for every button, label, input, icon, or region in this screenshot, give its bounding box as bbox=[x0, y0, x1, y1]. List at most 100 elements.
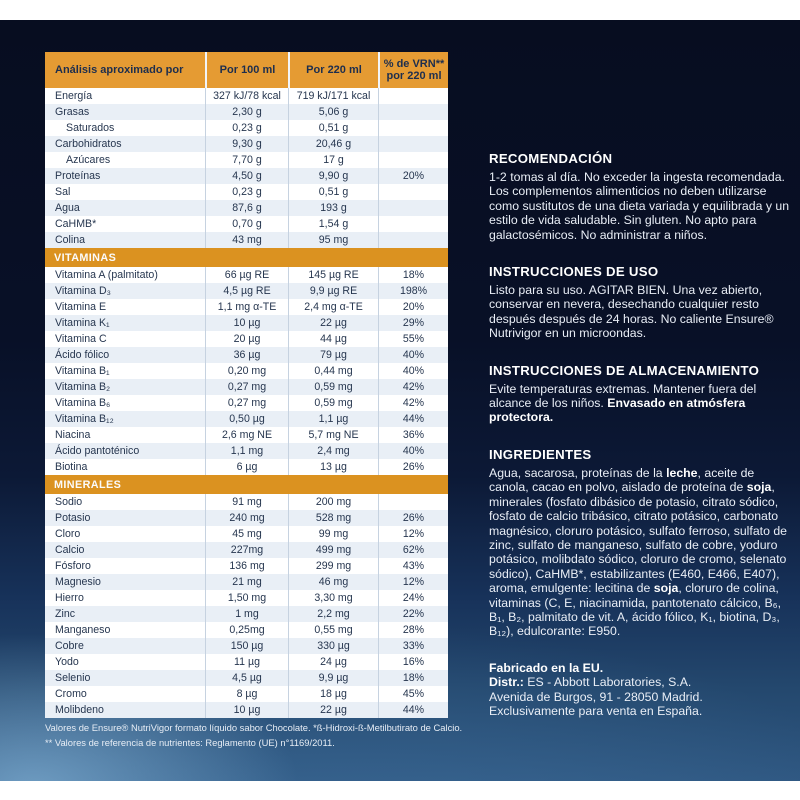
value-per-100ml: 8 µg bbox=[205, 686, 288, 702]
bottom-white-strip bbox=[0, 781, 800, 800]
section-body: Agua, sacarosa, proteínas de la leche, a… bbox=[489, 465, 788, 639]
nutrient-label: Cromo bbox=[55, 688, 87, 700]
nutrient-label: Energía bbox=[55, 90, 93, 102]
section-heading: INSTRUCCIONES DE ALMACENAMIENTO bbox=[489, 362, 760, 378]
value-per-100ml: 6 µg bbox=[205, 459, 288, 475]
value-per-100ml: 66 µg RE bbox=[205, 267, 288, 283]
nutrient-label: Vitamina B₆ bbox=[55, 397, 111, 409]
section-band: MINERALES bbox=[45, 475, 448, 494]
value-per-100ml: 2,6 mg NE bbox=[205, 427, 288, 443]
nutrient-label: Vitamina B₁ bbox=[55, 365, 110, 377]
value-vrn-percent: 20% bbox=[378, 168, 448, 184]
vrn-header-line1: % de VRN** bbox=[383, 57, 445, 70]
nutrient-label: Zinc bbox=[55, 608, 76, 620]
value-per-220ml: 0,51 g bbox=[288, 120, 378, 136]
value-per-100ml: 91 mg bbox=[205, 494, 288, 510]
value-per-100ml: 327 kJ/78 kcal bbox=[205, 88, 288, 104]
value-per-100ml: 20 µg bbox=[205, 331, 288, 347]
info-section: INSTRUCCIONES DE USO Listo para su uso. A… bbox=[489, 264, 791, 341]
value-vrn-percent bbox=[378, 494, 448, 510]
nutrient-label: Proteínas bbox=[55, 170, 101, 182]
value-vrn-percent: 22% bbox=[378, 606, 448, 622]
value-per-220ml: 13 µg bbox=[288, 459, 378, 475]
table-row: Niacina 2,6 mg NE 5,7 mg NE 36% bbox=[45, 427, 448, 443]
nutrient-label: CaHMB* bbox=[55, 218, 97, 230]
value-per-100ml: 36 µg bbox=[205, 347, 288, 363]
value-per-220ml: 0,59 mg bbox=[288, 395, 378, 411]
table-header-vrn: % de VRN** por 220 ml bbox=[378, 52, 448, 88]
value-per-220ml: 2,4 mg bbox=[288, 443, 378, 459]
value-per-100ml: 7,70 g bbox=[205, 152, 288, 168]
value-per-220ml: 200 mg bbox=[288, 494, 378, 510]
value-vrn-percent: 198% bbox=[378, 283, 448, 299]
value-vrn-percent bbox=[378, 104, 448, 120]
table-row: Sal 0,23 g 0,51 g bbox=[45, 184, 448, 200]
table-row: Zinc 1 mg 2,2 mg 22% bbox=[45, 606, 448, 622]
top-white-strip bbox=[0, 0, 800, 20]
nutrient-label: Vitamina B₁₂ bbox=[55, 413, 114, 425]
value-per-220ml: 18 µg bbox=[288, 686, 378, 702]
value-per-100ml: 0,27 mg bbox=[205, 395, 288, 411]
label-panel: Análisis aproximado por Por 100 ml Por 2… bbox=[0, 20, 800, 781]
value-vrn-percent: 16% bbox=[378, 654, 448, 670]
value-vrn-percent: 45% bbox=[378, 686, 448, 702]
table-row: Proteínas 4,50 g 9,90 g 20% bbox=[45, 168, 448, 184]
value-per-220ml: 499 mg bbox=[288, 542, 378, 558]
section-band: VITAMINAS bbox=[45, 248, 448, 267]
section-body: Listo para su uso. AGITAR BIEN. Una vez … bbox=[489, 283, 774, 341]
value-per-220ml: 9,9 µg RE bbox=[288, 283, 378, 299]
value-per-100ml: 136 mg bbox=[205, 558, 288, 574]
table-row: Grasas 2,30 g 5,06 g bbox=[45, 104, 448, 120]
nutrient-label: Yodo bbox=[55, 656, 79, 668]
section-body: Evite temperaturas extremas. Mantener fu… bbox=[489, 381, 757, 425]
value-per-100ml: 0,70 g bbox=[205, 216, 288, 232]
table-row: Azúcares 7,70 g 17 g bbox=[45, 152, 448, 168]
table-row: Ácido pantoténico 1,1 mg 2,4 mg 40% bbox=[45, 443, 448, 459]
nutrient-label: Cloro bbox=[55, 528, 81, 540]
table-row: Yodo 11 µg 24 µg 16% bbox=[45, 654, 448, 670]
table-row: Vitamina A (palmitato) 66 µg RE 145 µg RE 1… bbox=[45, 267, 448, 283]
nutrient-label: Potasio bbox=[55, 512, 91, 524]
value-per-220ml: 9,9 µg bbox=[288, 670, 378, 686]
nutrient-label: Hierro bbox=[55, 592, 84, 604]
value-per-100ml: 2,30 g bbox=[205, 104, 288, 120]
value-per-220ml: 1,1 µg bbox=[288, 411, 378, 427]
table-row: Cobre 150 µg 330 µg 33% bbox=[45, 638, 448, 654]
nutrient-label: Colina bbox=[55, 234, 86, 246]
table-row: Molibdeno 10 µg 22 µg 44% bbox=[45, 702, 448, 718]
value-vrn-percent: 18% bbox=[378, 267, 448, 283]
table-row: Sodio 91 mg 200 mg bbox=[45, 494, 448, 510]
value-vrn-percent: 40% bbox=[378, 363, 448, 379]
value-per-220ml: 3,30 mg bbox=[288, 590, 378, 606]
value-vrn-percent: 62% bbox=[378, 542, 448, 558]
value-per-220ml: 44 µg bbox=[288, 331, 378, 347]
value-per-220ml: 2,2 mg bbox=[288, 606, 378, 622]
nutrient-label: Molibdeno bbox=[55, 704, 104, 716]
value-per-100ml: 240 mg bbox=[205, 510, 288, 526]
value-vrn-percent: 36% bbox=[378, 427, 448, 443]
table-header-per-220ml: Por 220 ml bbox=[288, 52, 378, 88]
nutrient-label: Niacina bbox=[55, 429, 91, 441]
value-per-100ml: 10 µg bbox=[205, 315, 288, 331]
nutrient-label: Agua bbox=[55, 202, 80, 214]
footnotes: Valores de Ensure® NutriVigor formato lí… bbox=[45, 720, 475, 750]
value-per-100ml: 227mg bbox=[205, 542, 288, 558]
value-per-220ml: 719 kJ/171 kcal bbox=[288, 88, 378, 104]
table-row: Calcio 227mg 499 mg 62% bbox=[45, 542, 448, 558]
value-per-100ml: 1,50 mg bbox=[205, 590, 288, 606]
table-row: Potasio 240 mg 528 mg 26% bbox=[45, 510, 448, 526]
value-per-220ml: 145 µg RE bbox=[288, 267, 378, 283]
value-per-220ml: 46 mg bbox=[288, 574, 378, 590]
table-row: Ácido fólico 36 µg 79 µg 40% bbox=[45, 347, 448, 363]
nutrient-label: Sodio bbox=[55, 496, 83, 508]
value-vrn-percent: 40% bbox=[378, 347, 448, 363]
value-per-220ml: 22 µg bbox=[288, 315, 378, 331]
info-section: RECOMENDACIÓN 1-2 tomas al día. No excede… bbox=[489, 151, 791, 242]
nutrient-label: Saturados bbox=[66, 122, 115, 134]
value-vrn-percent: 43% bbox=[378, 558, 448, 574]
value-vrn-percent: 29% bbox=[378, 315, 448, 331]
value-vrn-percent bbox=[378, 200, 448, 216]
value-vrn-percent bbox=[378, 136, 448, 152]
value-per-220ml: 9,90 g bbox=[288, 168, 378, 184]
